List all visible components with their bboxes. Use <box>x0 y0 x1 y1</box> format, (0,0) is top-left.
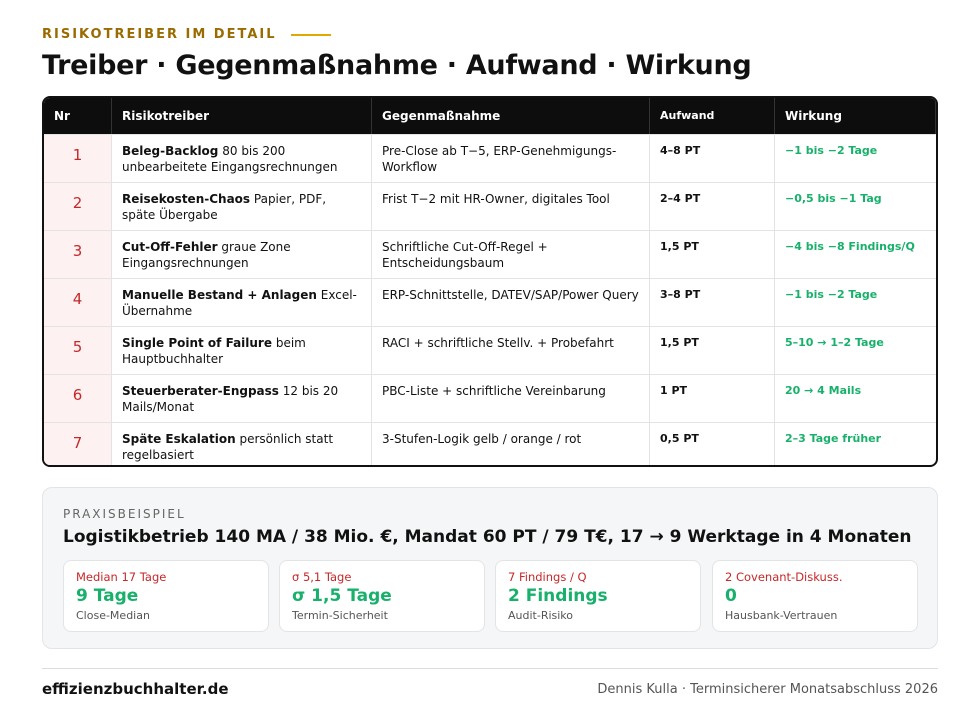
title: Treiber · Gegenmaßnahme · Aufwand · Wirk… <box>42 50 752 81</box>
eyebrow-bar <box>290 33 331 36</box>
table-row: 1 Beleg-Backlog 80 bis 200 unbearbeitete … <box>44 134 936 182</box>
effort: 1,5 PT <box>650 327 775 374</box>
kpi-card: 2 Covenant-Diskuss. 0 Hausbank-Vertrauen <box>712 560 918 632</box>
table-row: 6 Steuerberater-Engpass 12 bis 20 Mails/M… <box>44 374 936 422</box>
kpi-card: 7 Findings / Q 2 Findings Audit-Risiko <box>495 560 701 632</box>
row-number: 3 <box>44 231 112 278</box>
row-number: 6 <box>44 375 112 422</box>
example-label: PRAXISBEISPIEL <box>63 507 186 521</box>
measure: Pre-Close ab T−5, ERP-Genehmigungs-Workf… <box>372 135 650 182</box>
driver-name: Beleg-Backlog <box>122 144 219 158</box>
impact: 20 → 4 Mails <box>785 384 862 397</box>
driver-cell: Manuelle Bestand + Anlagen Excel-Übernah… <box>112 279 372 326</box>
measure: Frist T−2 mit HR-Owner, digitales Tool <box>372 183 650 230</box>
measure: Schriftliche Cut-Off-Regel + Entscheidun… <box>372 231 650 278</box>
driver-detail: Excel-Übernahme <box>122 288 357 318</box>
impact: 5–10 → 1–2 Tage <box>785 336 884 349</box>
effort: 2–4 PT <box>650 183 775 230</box>
driver-cell: Cut-Off-Fehler graue Zone Eingangsrechnu… <box>112 231 372 278</box>
column-header: Gegenmaßnahme <box>372 98 650 134</box>
kpi-before: 2 Covenant-Diskuss. <box>725 570 843 584</box>
table-row: 5 Single Point of Failure beim Hauptbuchh… <box>44 326 936 374</box>
driver-name: Single Point of Failure <box>122 336 272 350</box>
driver-name: Späte Eskalation <box>122 432 236 446</box>
driver-detail: 80 bis 200 unbearbeitete Eingangsrechnun… <box>122 144 338 174</box>
impact: −1 bis −2 Tage <box>785 288 878 301</box>
row-number: 4 <box>44 279 112 326</box>
kpi-caption: Termin-Sicherheit <box>292 609 388 622</box>
column-header: Risikotreiber <box>112 98 372 134</box>
effort: 4–8 PT <box>650 135 775 182</box>
kpi-before: σ 5,1 Tage <box>292 570 352 584</box>
example-box: PRAXISBEISPIEL Logistikbetrieb 140 MA / … <box>42 487 938 649</box>
driver-cell: Späte Eskalation persönlich statt regelb… <box>112 423 372 465</box>
kpi-caption: Hausbank-Vertrauen <box>725 609 838 622</box>
driver-cell: Single Point of Failure beim Hauptbuchha… <box>112 327 372 374</box>
row-number: 5 <box>44 327 112 374</box>
table-row: 7 Späte Eskalation persönlich statt regel… <box>44 422 936 465</box>
kpi-caption: Close-Median <box>76 609 150 622</box>
driver-detail: 12 bis 20 Mails/Monat <box>122 384 339 414</box>
brand: effizienzbuchhalter.de <box>42 680 229 698</box>
kpi-value: 2 Findings <box>508 586 608 606</box>
footer-rule <box>42 668 938 669</box>
credit: Dennis Kulla · Terminsicherer Monatsabsc… <box>597 682 938 697</box>
column-header: Aufwand <box>650 98 775 134</box>
column-header: Wirkung <box>775 98 936 134</box>
kpi-card: σ 5,1 Tage σ 1,5 Tage Termin-Sicherheit <box>279 560 485 632</box>
eyebrow: RISIKOTREIBER IM DETAIL <box>42 27 331 42</box>
effort: 1,5 PT <box>650 231 775 278</box>
kpi-value: 0 <box>725 586 737 606</box>
driver-cell: Steuerberater-Engpass 12 bis 20 Mails/Mo… <box>112 375 372 422</box>
measure: ERP-Schnittstelle, DATEV/SAP/Power Query <box>372 279 650 326</box>
effort: 1 PT <box>650 375 775 422</box>
impact: 2–3 Tage früher <box>785 432 882 445</box>
kpi-caption: Audit-Risiko <box>508 609 574 622</box>
kpi-value: σ 1,5 Tage <box>292 586 392 606</box>
driver-detail: graue Zone Eingangsrechnungen <box>122 240 291 270</box>
driver-detail: persönlich statt regelbasiert <box>122 432 334 462</box>
kpi-before: 7 Findings / Q <box>508 570 587 584</box>
eyebrow-text: RISIKOTREIBER IM DETAIL <box>42 27 277 42</box>
measure: PBC-Liste + schriftliche Vereinbarung <box>372 375 650 422</box>
driver-detail: Papier, PDF, späte Übergabe <box>122 192 327 222</box>
driver-name: Reisekosten-Chaos <box>122 192 251 206</box>
table-row: 4 Manuelle Bestand + Anlagen Excel-Überna… <box>44 278 936 326</box>
kpi-card: Median 17 Tage 9 Tage Close-Median <box>63 560 269 632</box>
effort: 0,5 PT <box>650 423 775 465</box>
driver-cell: Reisekosten-Chaos Papier, PDF, späte Übe… <box>112 183 372 230</box>
effort: 3–8 PT <box>650 279 775 326</box>
row-number: 1 <box>44 135 112 182</box>
row-number: 7 <box>44 423 112 465</box>
table: Nr Risikotreiber Gegenmaßnahme Aufwand Wirku… <box>42 96 938 467</box>
measure: RACI + schriftliche Stellv. + Probefahrt <box>372 327 650 374</box>
kpi-value: 9 Tage <box>76 586 139 606</box>
impact: −0,5 bis −1 Tag <box>785 192 882 205</box>
driver-name: Steuerberater-Engpass <box>122 384 279 398</box>
impact: −4 bis −8 Findings/Q <box>785 240 915 253</box>
table-row: 3 Cut-Off-Fehler graue Zone Eingangsrechn… <box>44 230 936 278</box>
driver-cell: Beleg-Backlog 80 bis 200 unbearbeitete E… <box>112 135 372 182</box>
row-number: 2 <box>44 183 112 230</box>
driver-detail: beim Hauptbuchhalter <box>122 336 306 366</box>
example-headline: Logistikbetrieb 140 MA / 38 Mio. €, Mand… <box>63 527 912 547</box>
column-header: Nr <box>44 98 112 134</box>
table-row: 2 Reisekosten-Chaos Papier, PDF, späte Üb… <box>44 182 936 230</box>
driver-name: Cut-Off-Fehler <box>122 240 218 254</box>
impact: −1 bis −2 Tage <box>785 144 878 157</box>
driver-name: Manuelle Bestand + Anlagen <box>122 288 317 302</box>
header-row: Nr Risikotreiber Gegenmaßnahme Aufwand Wirku… <box>44 98 936 134</box>
kpi-before: Median 17 Tage <box>76 570 167 584</box>
measure: 3-Stufen-Logik gelb / orange / rot <box>372 423 650 465</box>
